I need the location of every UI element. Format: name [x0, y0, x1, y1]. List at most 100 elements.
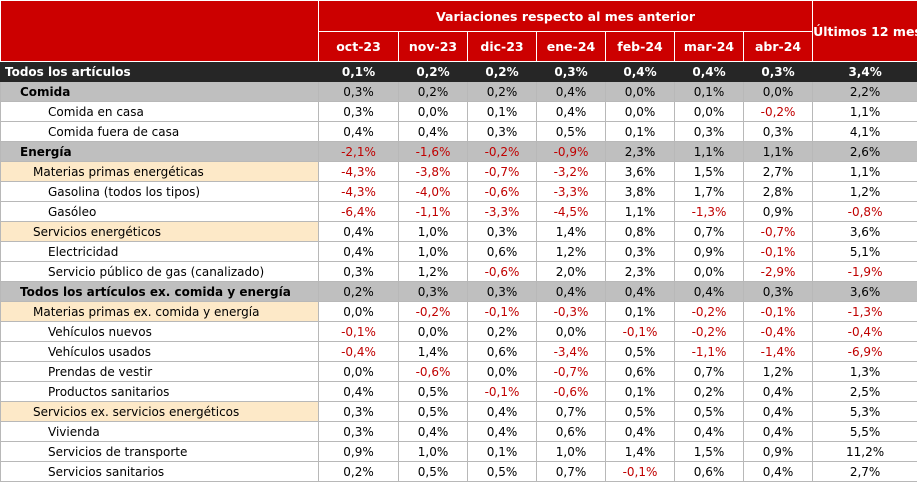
value-cell: 0,3%	[605, 241, 675, 262]
value-cell: -1,1%	[398, 201, 468, 222]
value-cell: -0,9%	[536, 141, 606, 162]
value-cell: 0,4%	[398, 421, 468, 442]
value-cell: -0,1%	[605, 461, 675, 482]
table-row: Materias primas ex. comida y energía 0,0%…	[0, 301, 917, 322]
last-12-months-cell: 3,4%	[812, 61, 917, 82]
value-cell: 0,2%	[467, 81, 537, 102]
value-cell: 0,4%	[605, 61, 675, 82]
value-cell: -4,3%	[318, 181, 399, 202]
last-12-months-cell: 5,3%	[812, 401, 917, 422]
value-cell: 0,7%	[536, 401, 606, 422]
value-cell: -0,3%	[536, 301, 606, 322]
value-cell: 0,7%	[674, 361, 744, 382]
value-cell: 0,3%	[318, 81, 399, 102]
value-cell: 1,2%	[742, 361, 814, 382]
value-cell: -0,1%	[467, 301, 537, 322]
value-cell: 1,4%	[605, 441, 675, 462]
value-cell: 0,9%	[318, 441, 399, 462]
value-cell: 1,4%	[536, 221, 606, 242]
value-cell: 0,3%	[467, 121, 537, 142]
value-cell: -6,4%	[318, 201, 399, 222]
value-cell: 0,6%	[674, 461, 744, 482]
last-12-months-cell: 4,1%	[812, 121, 917, 142]
value-cell: 0,1%	[467, 441, 537, 462]
row-label: Todos los artículos ex. comida y energía	[0, 281, 319, 302]
value-cell: 0,4%	[742, 461, 814, 482]
value-cell: 0,2%	[467, 61, 537, 82]
value-cell: 0,4%	[467, 421, 537, 442]
table-row: Gasolina (todos los tipos) -4,3% -4,0% -0,6…	[0, 181, 917, 202]
last-12-months-cell: 3,6%	[812, 281, 917, 302]
row-label: Servicios ex. servicios energéticos	[0, 401, 319, 422]
value-cell: -0,6%	[536, 381, 606, 402]
value-cell: 2,7%	[742, 161, 814, 182]
value-cell: -0,1%	[318, 321, 399, 342]
value-cell: -0,6%	[398, 361, 468, 382]
value-cell: 0,1%	[467, 101, 537, 122]
last-12-months-cell: 2,7%	[812, 461, 917, 482]
row-label: Materias primas energéticas	[0, 161, 319, 182]
value-cell: 0,3%	[467, 221, 537, 242]
value-cell: -1,1%	[674, 341, 744, 362]
table-row: Servicios ex. servicios energéticos 0,3% 0…	[0, 401, 917, 422]
table-row: Electricidad 0,4% 1,0% 0,6% 1,2% 0,3% 0,9% -0,1…	[0, 241, 917, 262]
value-cell: -0,7%	[742, 221, 814, 242]
value-cell: 0,3%	[398, 281, 468, 302]
value-cell: 0,2%	[398, 61, 468, 82]
value-cell: 3,8%	[605, 181, 675, 202]
value-cell: 0,0%	[742, 81, 814, 102]
value-cell: 1,4%	[398, 341, 468, 362]
value-cell: 0,0%	[398, 101, 468, 122]
table-row: Energía -2,1% -1,6% -0,2% -0,9% 2,3% 1,1% 1,1% 2…	[0, 141, 917, 162]
value-cell: 0,6%	[605, 361, 675, 382]
value-cell: 0,3%	[536, 61, 606, 82]
table-row: Servicios sanitarios 0,2% 0,5% 0,5% 0,7% -0,1…	[0, 461, 917, 482]
value-cell: 0,3%	[318, 401, 399, 422]
row-label: Productos sanitarios	[0, 381, 319, 402]
value-cell: 0,6%	[536, 421, 606, 442]
last-12-months-cell: 5,5%	[812, 421, 917, 442]
value-cell: 0,3%	[742, 61, 814, 82]
value-cell: -0,1%	[742, 301, 814, 322]
value-cell: 1,0%	[398, 221, 468, 242]
table-row: Vehículos usados -0,4% 1,4% 0,6% -3,4% 0,5% -1…	[0, 341, 917, 362]
value-cell: 0,4%	[318, 241, 399, 262]
value-cell: -0,2%	[398, 301, 468, 322]
value-cell: -0,2%	[674, 301, 744, 322]
row-label: Comida	[0, 81, 319, 102]
value-cell: 0,5%	[467, 461, 537, 482]
value-cell: 0,5%	[674, 401, 744, 422]
value-cell: 0,1%	[605, 121, 675, 142]
value-cell: 0,5%	[398, 381, 468, 402]
row-label: Vehículos usados	[0, 341, 319, 362]
month-header: oct-23	[318, 31, 399, 62]
value-cell: 0,0%	[536, 321, 606, 342]
row-label: Gasolina (todos los tipos)	[0, 181, 319, 202]
value-cell: -0,6%	[467, 181, 537, 202]
value-cell: -0,4%	[742, 321, 814, 342]
value-cell: 0,4%	[674, 421, 744, 442]
header-corner	[0, 0, 319, 62]
value-cell: 2,3%	[605, 141, 675, 162]
row-label: Materias primas ex. comida y energía	[0, 301, 319, 322]
value-cell: 1,0%	[536, 441, 606, 462]
last-12-months-cell: 1,1%	[812, 101, 917, 122]
value-cell: 0,5%	[398, 401, 468, 422]
row-label: Comida en casa	[0, 101, 319, 122]
value-cell: 0,3%	[742, 281, 814, 302]
value-cell: 0,1%	[674, 81, 744, 102]
last-12-months-cell: -1,9%	[812, 261, 917, 282]
value-cell: 0,8%	[605, 221, 675, 242]
value-cell: 1,5%	[674, 441, 744, 462]
last-12-months-cell: 2,6%	[812, 141, 917, 162]
row-label: Servicios energéticos	[0, 221, 319, 242]
value-cell: 0,1%	[318, 61, 399, 82]
value-cell: 1,5%	[674, 161, 744, 182]
value-cell: -0,1%	[467, 381, 537, 402]
value-cell: 0,4%	[674, 61, 744, 82]
value-cell: -0,7%	[536, 361, 606, 382]
table-row: Todos los artículos 0,1% 0,2% 0,2% 0,3% 0,4% 0…	[0, 61, 917, 82]
value-cell: 0,4%	[398, 121, 468, 142]
value-cell: 0,3%	[674, 121, 744, 142]
